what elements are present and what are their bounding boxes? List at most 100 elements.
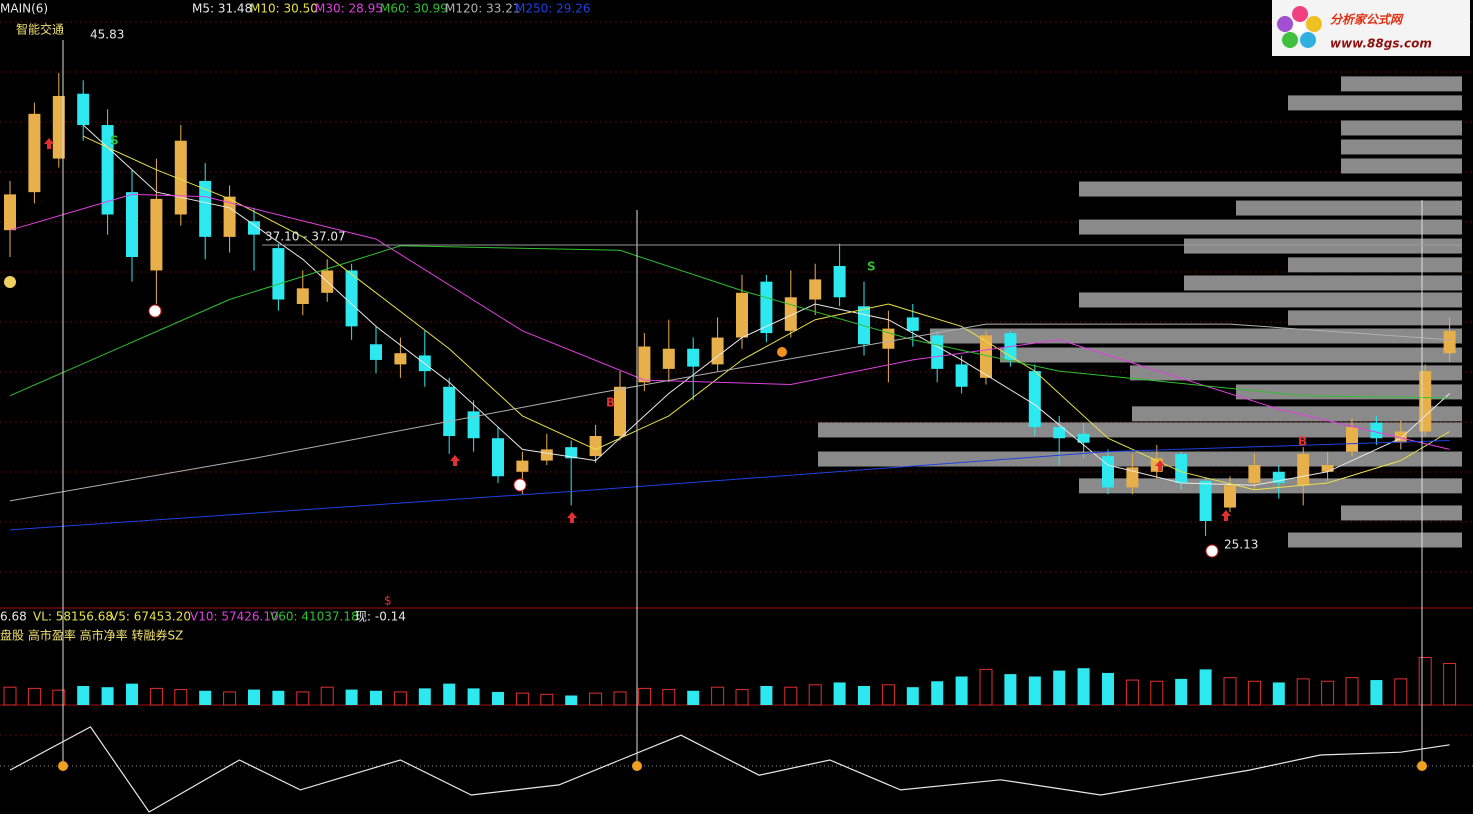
candle-body: [1297, 453, 1310, 486]
candle-body: [1419, 371, 1432, 432]
candle-body: [955, 364, 968, 387]
ma-line: [9, 193, 1450, 450]
legend-entry: M250: 29.26: [515, 2, 590, 16]
candle-body: [77, 93, 90, 126]
candle-body: [906, 317, 919, 331]
volume-bar: [515, 692, 529, 706]
candle-body: [1370, 422, 1383, 439]
volume-bar: [174, 689, 188, 706]
volume-bar: [808, 684, 822, 706]
profile-bar: [1236, 200, 1462, 216]
volume-bar: [126, 683, 138, 705]
annotation: 45.83: [90, 28, 124, 42]
volume-bar: [637, 687, 651, 706]
volume-bar: [735, 689, 749, 706]
candle-body: [687, 348, 700, 367]
candle-body: [809, 279, 822, 300]
volume-bar: [27, 687, 41, 706]
legend-entry: M10: 30.50: [250, 2, 318, 16]
volume-bar: [393, 691, 407, 706]
candle-body: [345, 270, 358, 327]
profile-bar: [1341, 76, 1462, 92]
candle-body: [931, 335, 944, 369]
profile-bar: [1341, 158, 1462, 174]
candle-body: [833, 265, 846, 298]
candle-body: [589, 435, 602, 457]
volume-bar: [613, 691, 627, 706]
ma-line: [9, 245, 1450, 399]
candle-body: [1102, 456, 1114, 488]
candle-body: [1077, 433, 1090, 443]
candle-body: [565, 447, 578, 459]
candle-body: [272, 248, 285, 300]
annotation: 37.10 - 37.07: [265, 230, 346, 244]
volume-bar: [833, 682, 846, 705]
volume-bar: [320, 686, 334, 706]
volume-bar: [1175, 678, 1188, 705]
profile-bar: [818, 451, 1462, 467]
volume-bar: [1077, 668, 1090, 705]
profile-bar: [1000, 347, 1462, 363]
stock-name: 智能交通: [16, 22, 64, 37]
legend-entry: M60: 30.99: [380, 2, 448, 16]
volume-label: V10: 57426.10: [190, 610, 279, 624]
profile-bar: [1341, 139, 1462, 155]
candle-body: [370, 344, 382, 360]
profile-bar: [1184, 238, 1462, 254]
profile-bar: [1288, 310, 1462, 326]
logo-url: www.88gs.com: [1330, 37, 1432, 51]
marker: [1417, 761, 1427, 771]
volume-bar: [711, 686, 725, 706]
volume-bar: [223, 691, 237, 706]
ma-line: [9, 323, 1450, 502]
candle-body: [638, 346, 651, 383]
volume-bar: [906, 687, 919, 705]
volume-bar: [565, 695, 578, 705]
volume-bar: [955, 676, 968, 705]
candle-body: [126, 192, 138, 258]
profile-bar: [1288, 257, 1462, 273]
volume-bar: [101, 687, 114, 705]
volume-label: V60: 41037.18: [270, 610, 359, 624]
candle-body: [711, 337, 724, 365]
candle-body: [1443, 330, 1456, 354]
legend-entry: M5: 31.48: [192, 2, 252, 16]
tags: 盘股 高市盈率 高市净率 转融券SZ: [0, 628, 183, 643]
candle-body: [1126, 467, 1139, 488]
profile-bar: [1184, 275, 1462, 291]
signal: B: [1298, 435, 1307, 449]
volume-bar: [77, 686, 90, 705]
volume-bar: [370, 690, 382, 705]
marker: [148, 304, 162, 318]
profile-bar: [1079, 478, 1462, 494]
petal: [1277, 16, 1293, 32]
ma-line: [82, 124, 1450, 486]
volume-bar: [687, 690, 700, 705]
volume-bar: [52, 689, 66, 706]
volume-bar: [1004, 674, 1017, 705]
signal: S: [110, 134, 119, 148]
signal: $: [384, 594, 392, 608]
candle-body: [1248, 465, 1261, 483]
volume-bar: [589, 692, 603, 706]
profile-bar: [1079, 292, 1462, 308]
volume-bar: [248, 689, 260, 705]
volume-bar: [979, 668, 993, 706]
petal: [1282, 32, 1298, 48]
volume-bar: [881, 684, 895, 706]
volume-bar: [931, 681, 944, 705]
volume-bar: [149, 687, 163, 706]
candle-body: [101, 125, 114, 215]
petal: [1306, 16, 1322, 32]
volume-bar: [1272, 682, 1285, 705]
volume-bar: [1199, 669, 1212, 705]
candle-body: [516, 460, 529, 472]
volume-bar: [662, 689, 676, 706]
annotation: 25.13: [1224, 538, 1258, 552]
candle-body: [296, 288, 309, 304]
volume-bar: [540, 693, 554, 706]
legend-entry: M120: 33.21: [445, 2, 520, 16]
